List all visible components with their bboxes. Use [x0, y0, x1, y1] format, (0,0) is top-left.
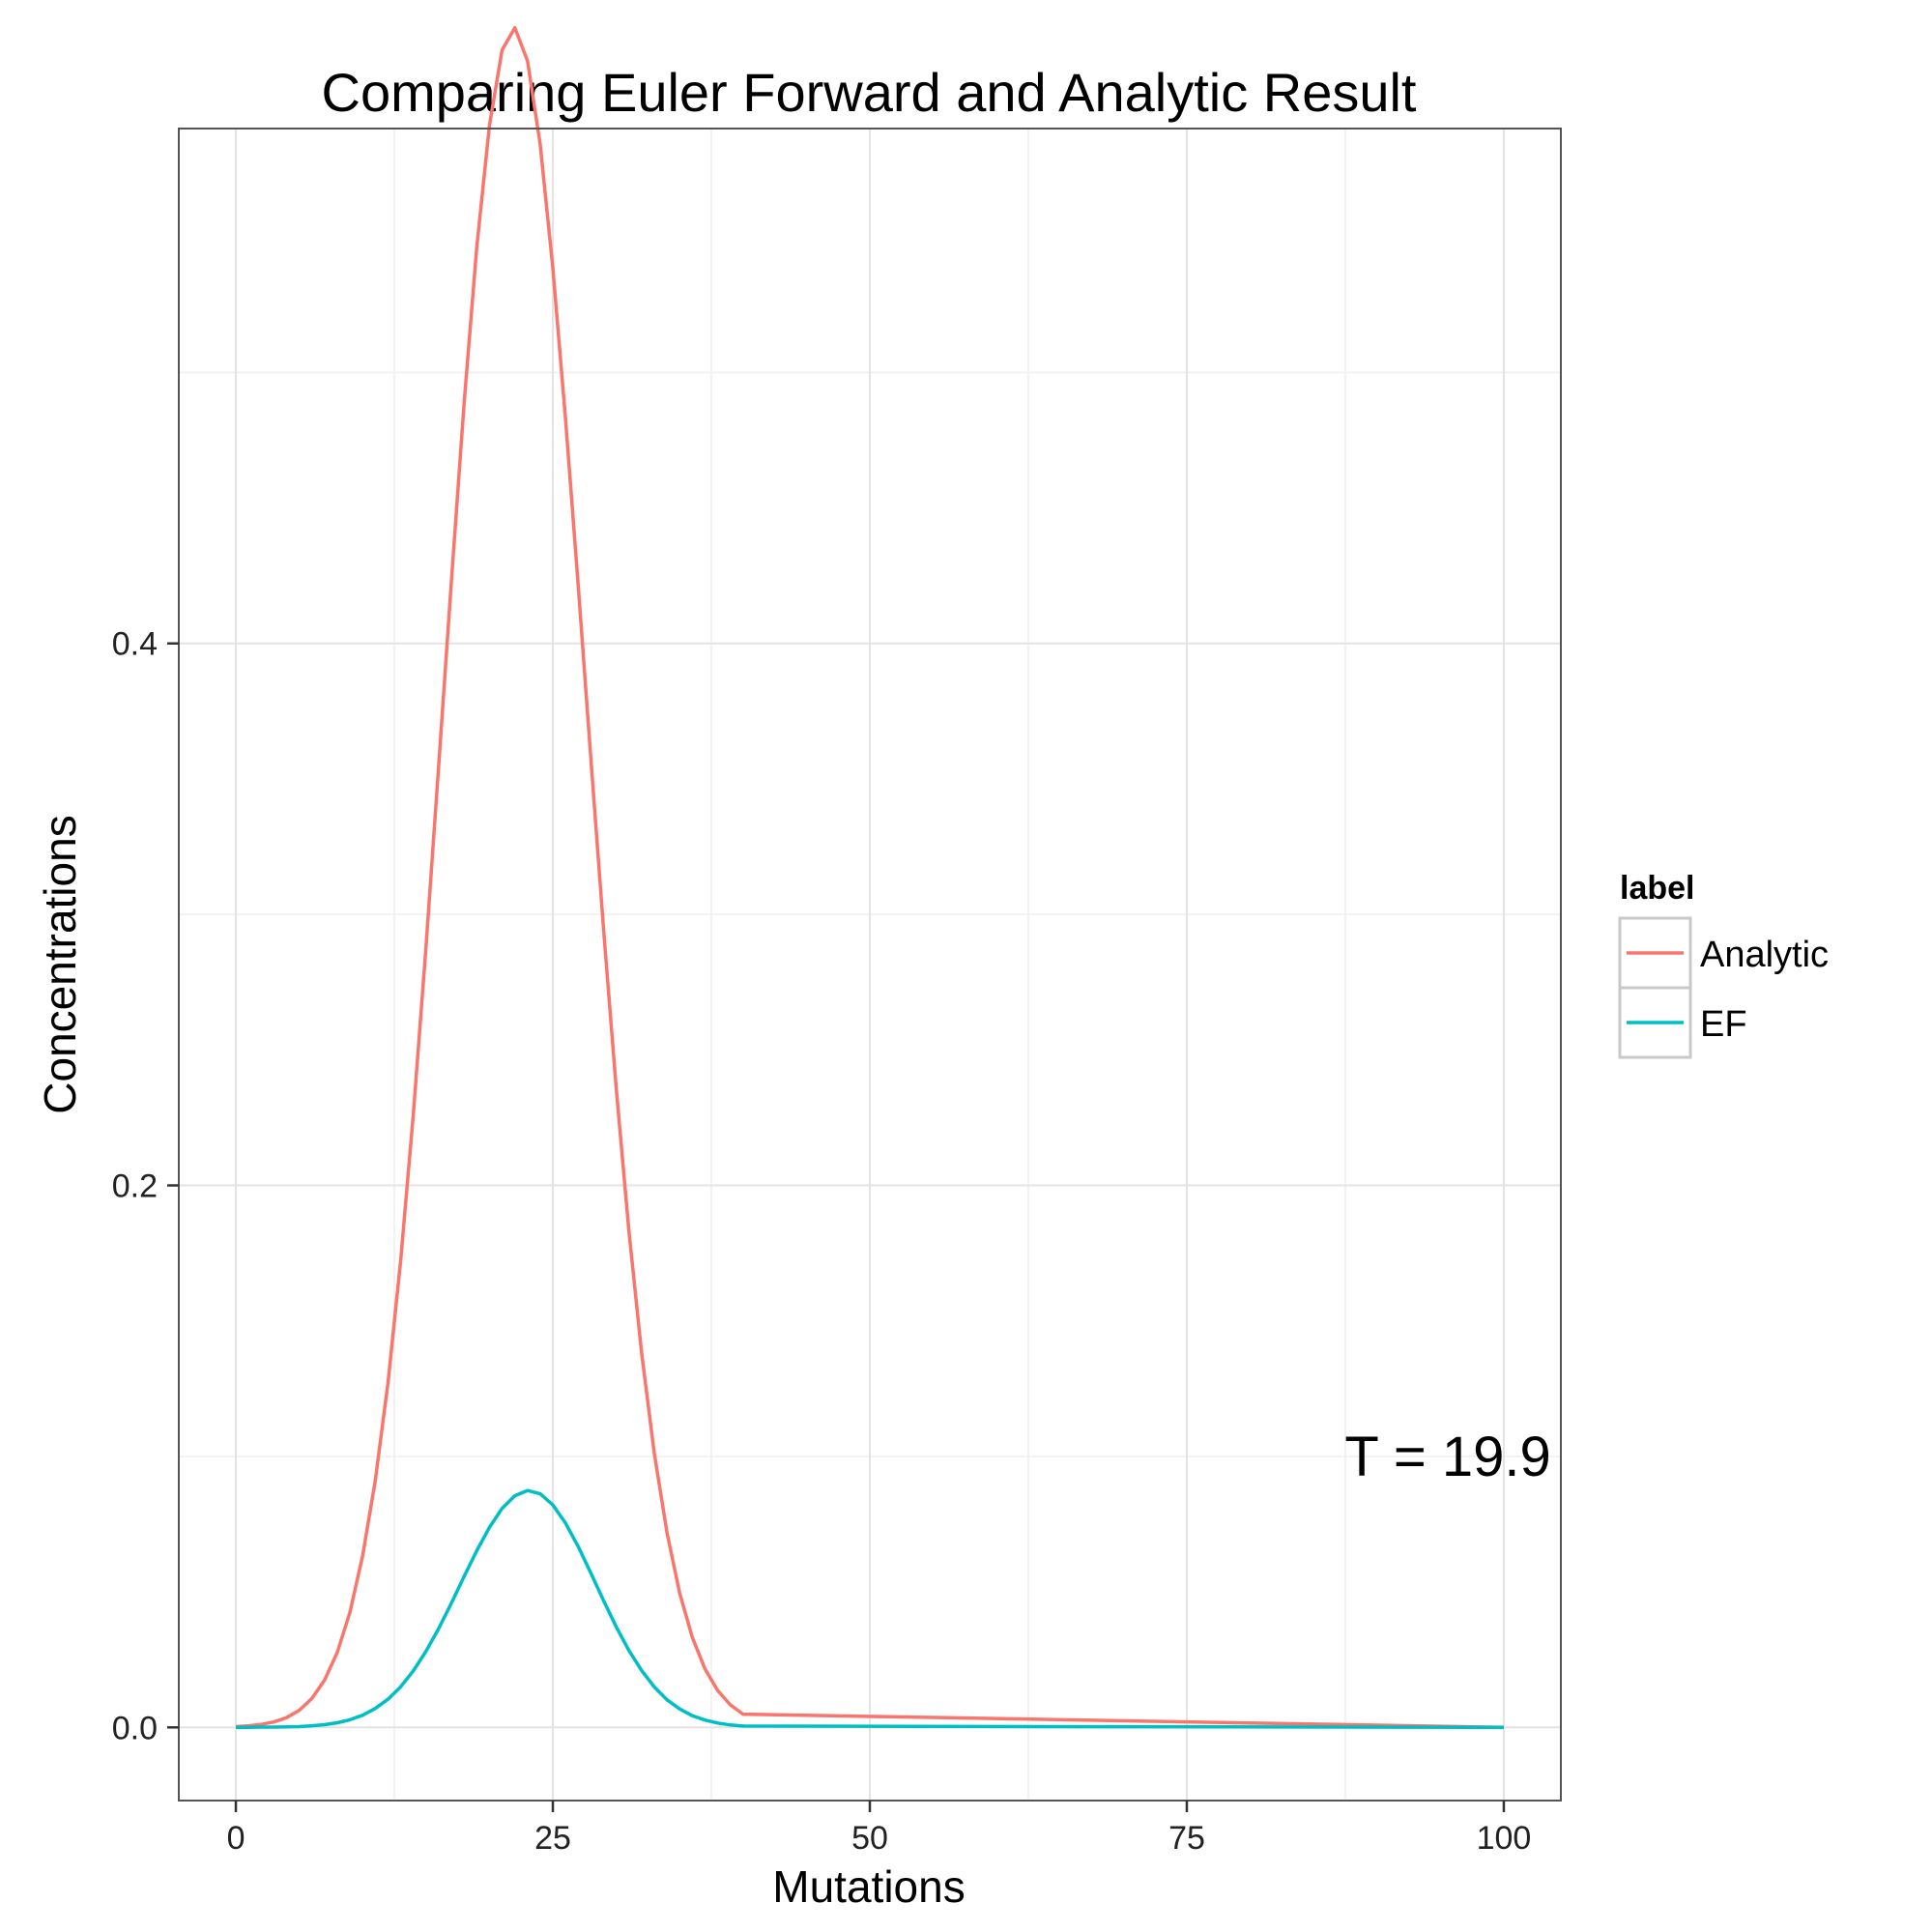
series-line-analytic — [235, 25, 1505, 1730]
legend-item-analytic: Analytic — [1618, 916, 1829, 990]
x-tick-label: 75 — [1168, 1820, 1205, 1857]
x-tick-label: 0 — [227, 1820, 245, 1857]
x-axis: 0 25 50 75 100 — [227, 1801, 1532, 1857]
legend-label-ef: EF — [1700, 1004, 1747, 1045]
legend-item-ef: EF — [1618, 986, 1747, 1059]
y-axis-title: Concentrations — [35, 815, 85, 1113]
y-tick-label: 0.4 — [112, 626, 158, 663]
chart-title: Comparing Euler Forward and Analytic Res… — [322, 62, 1417, 123]
grid — [179, 129, 1561, 1801]
x-tick-label: 25 — [534, 1820, 571, 1857]
legend-title: label — [1620, 870, 1694, 907]
series-line-ef — [236, 1488, 1505, 1730]
legend-label-analytic: Analytic — [1700, 935, 1829, 975]
x-tick-label: 50 — [851, 1820, 888, 1857]
x-axis-title: Mutations — [772, 1861, 965, 1912]
series-layer — [235, 25, 1505, 1730]
time-annotation: T = 19.9 — [1344, 1426, 1550, 1488]
y-axis: 0.0 0.2 0.4 — [112, 626, 179, 1746]
legend: label Analytic EF — [1618, 870, 1829, 1059]
x-tick-label: 100 — [1477, 1820, 1532, 1857]
y-tick-label: 0.0 — [112, 1710, 158, 1746]
y-tick-label: 0.2 — [112, 1168, 158, 1205]
